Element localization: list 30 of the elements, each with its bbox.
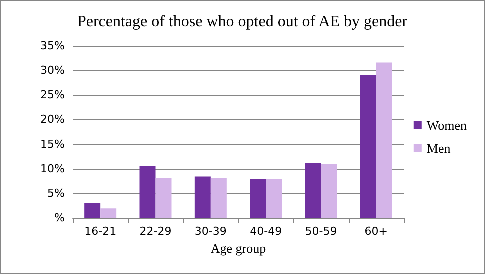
legend-label: Women [426, 118, 468, 133]
y-tick-label: 15% [40, 138, 65, 151]
legend-label: Men [426, 141, 452, 156]
y-tick-label: % [54, 212, 65, 224]
x-tick-label: 16-21 [84, 225, 117, 238]
bar [100, 208, 117, 218]
y-tick-label: 25% [40, 88, 65, 102]
x-tick-label: 60+ [364, 225, 388, 238]
bar [266, 179, 282, 218]
bar [376, 62, 392, 218]
y-tick-label: 30% [40, 64, 65, 78]
bar [250, 179, 266, 218]
y-tick-label: 35% [40, 40, 65, 52]
x-tick-label: 40-49 [250, 225, 282, 238]
bar [84, 203, 101, 218]
y-tick-label: 5% [48, 186, 65, 200]
x-axis-title: Age group [210, 241, 266, 256]
bar [210, 178, 227, 218]
y-tick-label: 20% [40, 113, 65, 126]
bar [321, 164, 338, 218]
chart-title: Percentage of those who opted out of AE by gender [77, 14, 408, 30]
bar [140, 166, 156, 218]
x-tick-label: 30-39 [194, 225, 227, 238]
x-tick-label: 50-59 [305, 225, 338, 238]
y-tick-label: 10% [40, 162, 65, 176]
bar [194, 176, 211, 218]
bar [360, 74, 376, 218]
bar [305, 162, 322, 218]
x-tick-label: 22-29 [140, 225, 172, 238]
bar [156, 178, 172, 218]
